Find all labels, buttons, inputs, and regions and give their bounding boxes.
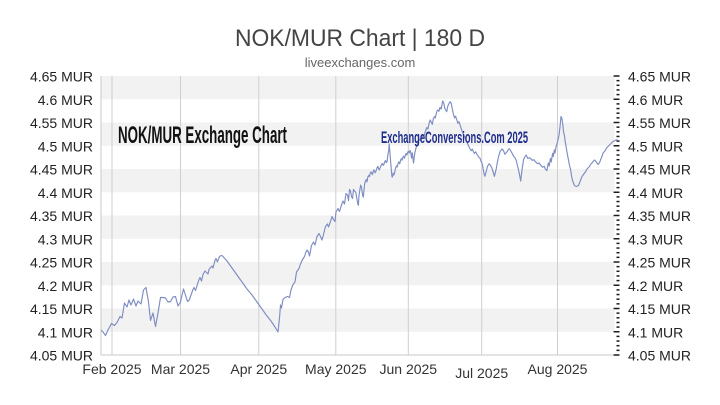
svg-text:4.2 MUR: 4.2 MUR — [628, 278, 683, 294]
svg-text:4.15 MUR: 4.15 MUR — [30, 301, 93, 317]
svg-text:4.05 MUR: 4.05 MUR — [30, 348, 93, 364]
svg-text:Jul 2025: Jul 2025 — [455, 365, 508, 381]
svg-text:4.25 MUR: 4.25 MUR — [30, 255, 93, 271]
svg-text:liveexchanges.com: liveexchanges.com — [305, 55, 416, 70]
svg-text:4.45 MUR: 4.45 MUR — [30, 162, 93, 178]
svg-text:4.55 MUR: 4.55 MUR — [628, 115, 691, 131]
svg-text:4.65 MUR: 4.65 MUR — [628, 69, 691, 85]
svg-text:4.1 MUR: 4.1 MUR — [38, 324, 93, 340]
svg-text:4.65 MUR: 4.65 MUR — [30, 69, 93, 85]
svg-text:Mar 2025: Mar 2025 — [151, 361, 210, 377]
svg-text:Apr 2025: Apr 2025 — [230, 361, 287, 377]
svg-text:4.15 MUR: 4.15 MUR — [628, 301, 691, 317]
svg-text:4.2 MUR: 4.2 MUR — [38, 278, 93, 294]
svg-text:4.6 MUR: 4.6 MUR — [38, 92, 93, 108]
svg-text:Aug 2025: Aug 2025 — [528, 361, 588, 377]
svg-text:4.4 MUR: 4.4 MUR — [628, 185, 683, 201]
svg-text:4.1 MUR: 4.1 MUR — [628, 324, 683, 340]
svg-text:NOK/MUR Chart | 180 D: NOK/MUR Chart | 180 D — [235, 25, 485, 52]
svg-text:4.4 MUR: 4.4 MUR — [38, 185, 93, 201]
svg-text:4.45 MUR: 4.45 MUR — [628, 162, 691, 178]
svg-text:4.3 MUR: 4.3 MUR — [628, 231, 683, 247]
svg-text:4.35 MUR: 4.35 MUR — [628, 208, 691, 224]
svg-text:4.35 MUR: 4.35 MUR — [30, 208, 93, 224]
svg-text:NOK/MUR Exchange Chart: NOK/MUR Exchange Chart — [118, 122, 287, 149]
svg-text:Feb 2025: Feb 2025 — [82, 361, 141, 377]
svg-text:May 2025: May 2025 — [305, 361, 367, 377]
svg-text:4.3 MUR: 4.3 MUR — [38, 231, 93, 247]
svg-text:4.25 MUR: 4.25 MUR — [628, 255, 691, 271]
svg-text:4.55 MUR: 4.55 MUR — [30, 115, 93, 131]
svg-text:4.5 MUR: 4.5 MUR — [628, 138, 683, 154]
svg-text:4.05 MUR: 4.05 MUR — [628, 348, 691, 364]
svg-text:4.5 MUR: 4.5 MUR — [38, 138, 93, 154]
svg-text:4.6 MUR: 4.6 MUR — [628, 92, 683, 108]
svg-text:ExchangeConversions.Com 2025: ExchangeConversions.Com 2025 — [381, 128, 528, 147]
svg-text:Jun 2025: Jun 2025 — [379, 361, 437, 377]
